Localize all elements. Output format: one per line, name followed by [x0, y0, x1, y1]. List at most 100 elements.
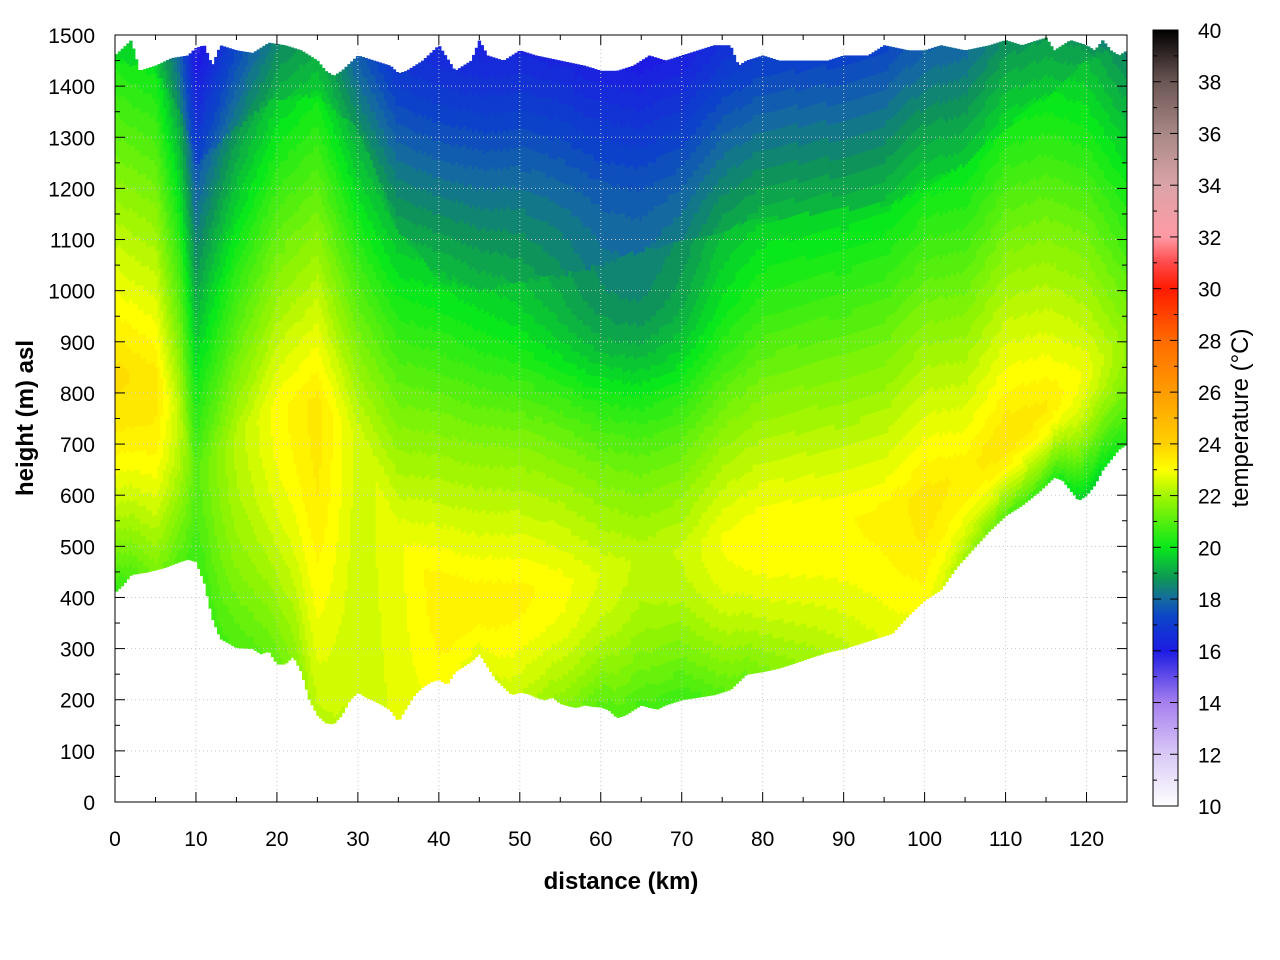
field-cell [137, 217, 142, 225]
field-cell [117, 91, 122, 99]
field-cell [129, 78, 133, 85]
field-cell [117, 484, 122, 491]
field-cell [149, 442, 153, 450]
field-cell [137, 327, 142, 335]
field-cell [149, 245, 153, 253]
field-cell [137, 517, 142, 525]
field-cell [129, 90, 133, 98]
field-cell [140, 529, 144, 537]
field-cell [126, 118, 130, 126]
field-cell [146, 197, 150, 205]
field-cell [140, 413, 144, 420]
field-cell [120, 94, 125, 102]
field-cell [129, 41, 133, 49]
field-cell [137, 468, 142, 476]
field-cell [134, 254, 139, 262]
field-cell [117, 324, 122, 332]
field-cell [129, 464, 133, 472]
field-cell [134, 70, 139, 78]
field-cell [123, 312, 127, 320]
field-cell [126, 235, 130, 242]
field-cell [126, 437, 130, 445]
field-cell [134, 389, 139, 397]
field-cell [132, 371, 136, 379]
field-cell [126, 284, 130, 292]
field-cell [123, 48, 127, 56]
field-cell [132, 500, 136, 508]
field-cell [117, 97, 122, 105]
field-cell [132, 322, 136, 330]
field-cell [117, 349, 122, 356]
field-cell [115, 376, 119, 383]
field-cell [120, 254, 125, 262]
field-cell [117, 477, 122, 485]
field-cell [115, 204, 119, 212]
field-cell [123, 263, 127, 271]
field-cell [117, 410, 122, 418]
field-cell [137, 106, 142, 114]
field-cell [134, 481, 139, 489]
field-cell [117, 250, 122, 258]
field-cell [134, 272, 139, 280]
field-cell [140, 259, 144, 267]
field-cell [149, 153, 153, 161]
field-cell [140, 69, 144, 77]
field-cell [123, 349, 127, 356]
field-cell [143, 118, 147, 125]
field-cell [137, 198, 142, 206]
field-cell [143, 69, 147, 76]
field-cell [143, 75, 147, 83]
field-cell [151, 466, 156, 473]
field-cell [143, 93, 147, 101]
field-cell [134, 180, 139, 188]
field-cell [115, 179, 119, 187]
field-cell [143, 523, 147, 530]
field-cell [149, 117, 153, 124]
field-cell [151, 361, 156, 369]
field-cell [146, 406, 150, 413]
field-cell [143, 130, 147, 138]
field-cell [129, 569, 133, 576]
field-cell [126, 419, 130, 427]
field-cell [134, 322, 139, 329]
field-cell [129, 176, 133, 184]
field-cell [120, 505, 125, 513]
field-cell [137, 155, 142, 163]
field-cell [151, 539, 156, 547]
field-cell [140, 407, 144, 414]
field-cell [129, 280, 133, 288]
field-cell [143, 547, 147, 555]
field-cell [134, 95, 139, 102]
field-cell [134, 107, 139, 115]
field-cell [137, 499, 142, 507]
field-cell [129, 256, 133, 263]
field-cell [126, 407, 130, 414]
field-cell [137, 113, 142, 120]
field-cell [140, 241, 144, 249]
field-cell [120, 327, 125, 335]
field-cell [151, 349, 156, 357]
field-cell [129, 452, 133, 460]
field-cell [137, 260, 142, 268]
field-cell [126, 241, 130, 249]
field-cell [129, 470, 133, 478]
field-cell [149, 325, 153, 333]
field-cell [129, 274, 133, 282]
field-cell [137, 475, 142, 482]
field-cell [117, 299, 122, 307]
field-cell [120, 475, 125, 482]
field-cell [134, 358, 139, 366]
field-cell [134, 561, 139, 569]
field-cell [140, 198, 144, 206]
field-cell [146, 473, 150, 481]
field-cell [120, 284, 125, 292]
field-cell [132, 236, 136, 244]
field-cell [129, 231, 133, 239]
field-cell [126, 443, 130, 451]
field-cell [129, 372, 133, 380]
field-cell [123, 140, 127, 148]
field-cell [137, 315, 142, 323]
field-cell [151, 552, 156, 559]
field-cell [129, 84, 133, 92]
field-cell [151, 398, 156, 406]
